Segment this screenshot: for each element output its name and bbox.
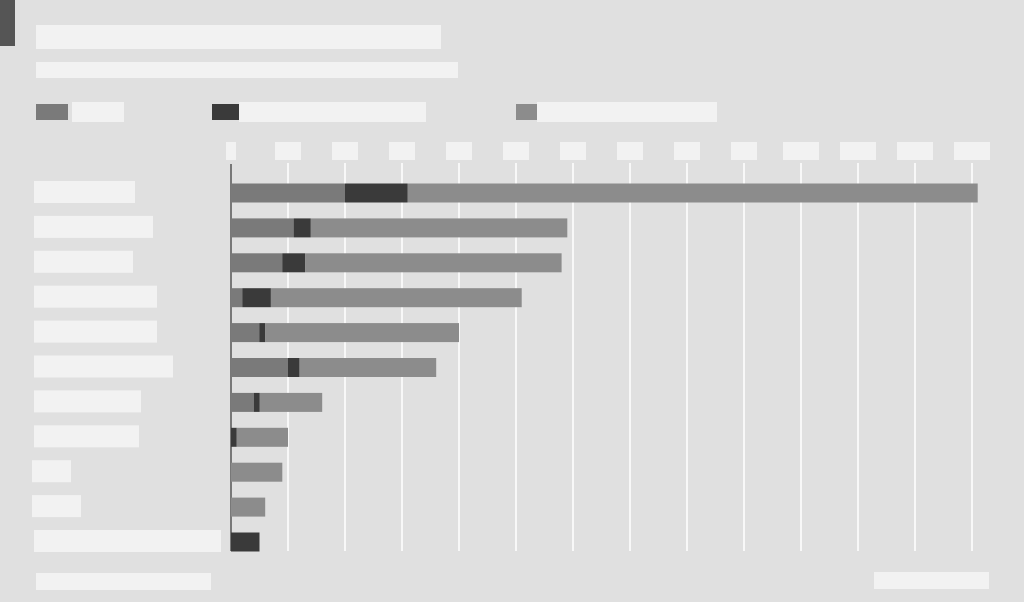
source-note xyxy=(36,573,211,590)
bar-segment xyxy=(270,288,522,308)
x-tick-box xyxy=(783,142,819,160)
category-label-box xyxy=(32,460,71,483)
x-tick-box xyxy=(954,142,990,160)
category-label-box xyxy=(34,355,173,378)
x-tick-box xyxy=(731,142,757,160)
bar-segment xyxy=(242,288,271,308)
bar-segment xyxy=(305,253,562,273)
bar-segment xyxy=(231,183,345,203)
category-label-box xyxy=(34,285,157,308)
bar-segment xyxy=(282,253,306,273)
legend-label-series-3 xyxy=(537,102,717,122)
bar-segment xyxy=(265,323,459,343)
x-tick-box xyxy=(389,142,415,160)
x-tick-box xyxy=(503,142,529,160)
x-tick-box xyxy=(617,142,643,160)
bar-segment xyxy=(259,323,266,343)
x-tick-box xyxy=(226,142,236,160)
x-tick-box xyxy=(674,142,700,160)
bar-segment xyxy=(236,427,288,447)
category-label-box xyxy=(34,181,135,203)
bar-segment xyxy=(231,288,243,308)
x-tick-box xyxy=(840,142,876,160)
legend-label-series-1 xyxy=(72,102,124,122)
bar-segment xyxy=(231,218,294,238)
x-tick-box xyxy=(446,142,472,160)
x-tick-box xyxy=(560,142,586,160)
bar-segment xyxy=(231,253,283,273)
bar-segment xyxy=(253,392,260,412)
category-label-box xyxy=(34,425,139,448)
chart-subtitle xyxy=(36,62,458,78)
bar-segment xyxy=(231,392,254,412)
bar-segment xyxy=(231,532,260,552)
bar-segment xyxy=(345,183,408,203)
bar-segment xyxy=(310,218,568,238)
bar-segment xyxy=(231,497,266,517)
chart-title xyxy=(36,25,441,49)
legend-swatch-series-3 xyxy=(516,104,537,120)
credit-note xyxy=(874,572,989,589)
category-label-box xyxy=(34,250,133,273)
x-tick-box xyxy=(897,142,933,160)
legend-label-series-2 xyxy=(239,102,426,122)
category-label-box xyxy=(34,530,221,552)
corner-tab xyxy=(0,0,15,46)
bar-segment xyxy=(299,358,437,377)
bar-segment xyxy=(231,462,283,482)
bar-segment xyxy=(293,218,311,238)
bar-segment xyxy=(259,392,323,412)
bar-segment xyxy=(288,358,300,377)
legend-swatch-series-2 xyxy=(212,104,239,120)
category-label-box xyxy=(34,390,141,413)
bar-segment xyxy=(231,358,288,377)
category-label-box xyxy=(34,215,153,238)
bar-segment xyxy=(407,183,978,203)
legend-swatch-series-1 xyxy=(36,104,68,120)
category-label-box xyxy=(34,320,157,343)
bar-segment xyxy=(231,427,237,447)
bar-segment xyxy=(231,323,260,343)
x-tick-box xyxy=(275,142,301,160)
category-label-box xyxy=(32,495,81,518)
x-tick-box xyxy=(332,142,358,160)
